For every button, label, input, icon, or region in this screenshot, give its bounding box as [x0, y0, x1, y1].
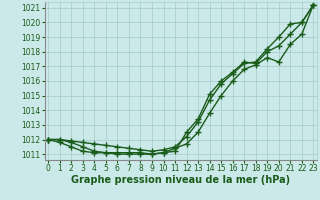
- X-axis label: Graphe pression niveau de la mer (hPa): Graphe pression niveau de la mer (hPa): [71, 175, 290, 185]
